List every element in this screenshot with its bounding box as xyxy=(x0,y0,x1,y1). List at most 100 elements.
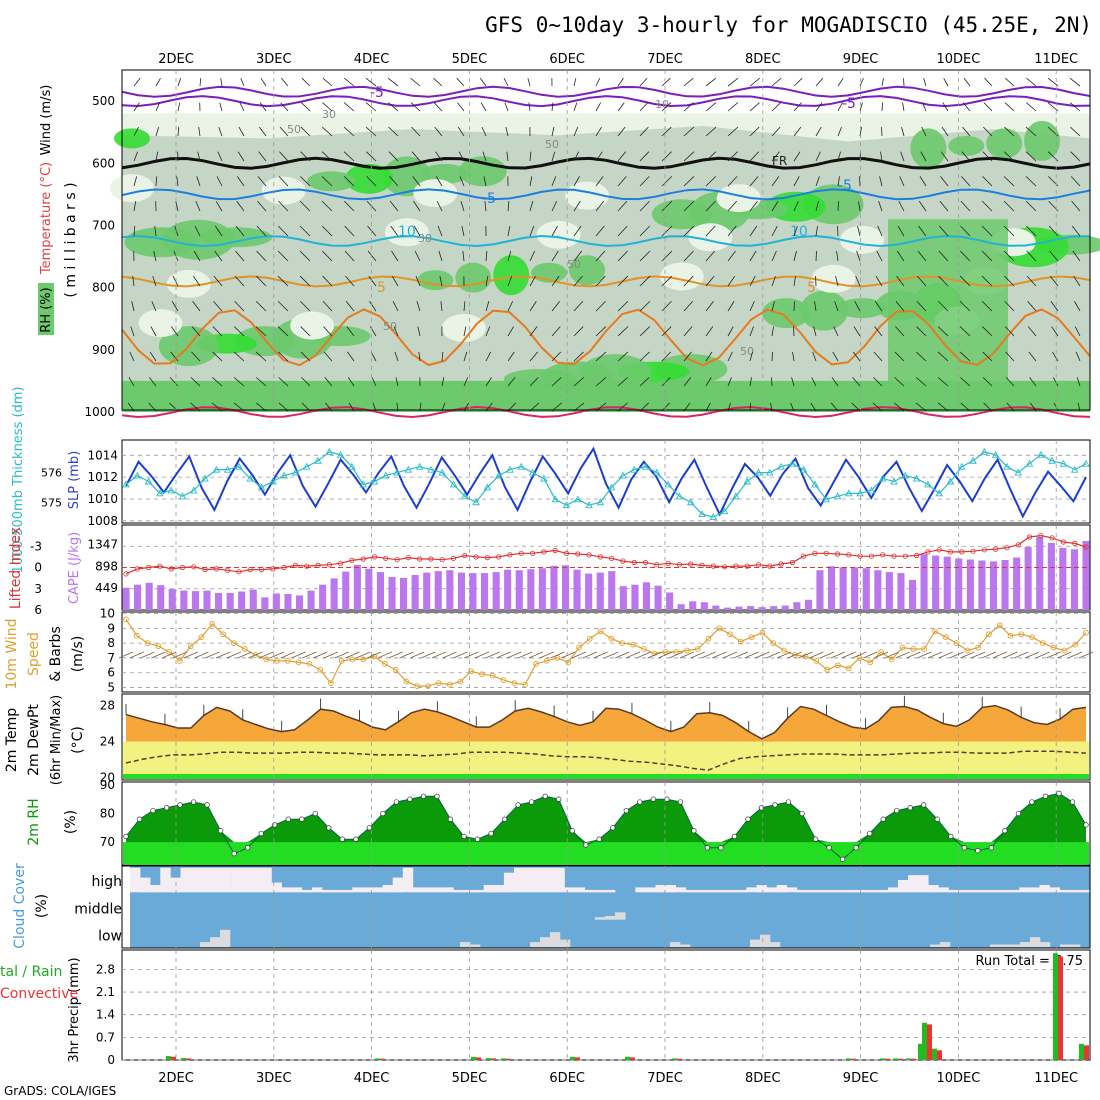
wind-barb xyxy=(727,176,738,187)
wind-barb xyxy=(854,301,861,312)
wind-barb-surface xyxy=(636,651,651,659)
wind-barb xyxy=(683,102,694,112)
rh-dry-patch xyxy=(688,223,733,252)
wind-barb xyxy=(438,250,443,262)
wind-barb xyxy=(391,275,399,287)
wind-barb xyxy=(915,377,927,387)
wind-barb xyxy=(527,78,531,87)
temperature-contour xyxy=(121,405,1091,419)
wind-barb-surface xyxy=(259,651,274,659)
wind-barb xyxy=(131,301,135,312)
cape-bar xyxy=(631,584,639,610)
precip-total-bar xyxy=(486,1058,491,1060)
wind-barb xyxy=(573,326,584,337)
precip-total-bar xyxy=(932,1048,937,1060)
wind-barb xyxy=(895,301,905,312)
wind-barb xyxy=(896,250,905,262)
thickness-point xyxy=(133,471,142,479)
wind-barb-surface xyxy=(528,651,544,659)
wind-barb xyxy=(856,250,861,262)
wind-barb xyxy=(837,201,839,212)
wind-barb xyxy=(920,151,927,162)
lifted-index-point xyxy=(552,547,558,554)
precip-convective-bar xyxy=(885,1058,890,1060)
wind-barb-surface xyxy=(873,651,889,659)
wind-barb xyxy=(852,351,861,362)
cape-bar xyxy=(434,571,442,610)
wind-barb xyxy=(959,300,971,312)
wind-barb xyxy=(155,176,158,187)
wind-barb xyxy=(412,176,421,187)
wind-speed-point xyxy=(1040,640,1046,646)
wind-barb xyxy=(171,301,179,312)
cape-bar xyxy=(770,606,778,610)
wind-barb xyxy=(529,326,538,337)
cloud-high-bar xyxy=(544,867,555,893)
lifted-index-tick-label: 3 xyxy=(34,582,42,596)
wind-barb xyxy=(837,77,844,87)
wind-barb xyxy=(639,225,651,237)
wind-barb-surface xyxy=(949,651,964,659)
wind-barb xyxy=(133,151,138,162)
wind-barb xyxy=(551,200,558,212)
rh2m-point xyxy=(1069,799,1076,805)
wind-speed-point xyxy=(640,646,647,652)
wind-barb xyxy=(170,351,179,362)
wind-barb xyxy=(1026,250,1037,262)
thickness-point xyxy=(890,477,898,485)
wind-barb-surface xyxy=(960,651,975,659)
thickness-point xyxy=(856,489,864,497)
thickness-point xyxy=(878,474,887,482)
cloud-low-bar xyxy=(940,942,951,947)
cloud-high-bar xyxy=(1079,889,1091,893)
thickness-point xyxy=(732,492,740,500)
cape-bar xyxy=(330,578,338,610)
wind-barb xyxy=(573,351,584,362)
wind-barb xyxy=(365,126,377,137)
wind-barb xyxy=(705,176,717,187)
cloud-high-bar xyxy=(524,867,535,893)
lifted-index-point xyxy=(168,566,174,572)
wind-barb xyxy=(895,326,905,337)
rh2m-point xyxy=(934,816,940,822)
wind-barb xyxy=(507,377,516,387)
wind-barb xyxy=(214,250,223,262)
cloud-high-bar xyxy=(372,887,383,893)
day-label-top: 9DEC xyxy=(843,52,879,67)
thickness-point xyxy=(1025,459,1034,467)
wind-barb xyxy=(617,102,625,112)
wind-barb xyxy=(961,176,971,187)
wind-barb xyxy=(279,126,289,137)
precip-convective-bar xyxy=(898,1058,903,1060)
wind-barb xyxy=(551,225,558,237)
wind-barb xyxy=(435,151,443,162)
cloud-high-bar xyxy=(968,889,980,893)
lifted-index-point xyxy=(450,555,457,561)
lifted-index-point xyxy=(507,552,513,558)
wind-barb xyxy=(1076,377,1081,387)
cape-bar xyxy=(1013,557,1021,610)
wind-barb xyxy=(256,250,267,262)
wind-barb xyxy=(1052,351,1059,362)
rh2m-point xyxy=(975,848,981,854)
wind-barb xyxy=(280,102,289,112)
wind-speed-point xyxy=(662,649,669,655)
pressure-tick-label: 500 xyxy=(92,94,115,108)
precip-convective-bar xyxy=(476,1057,481,1060)
thickness-point xyxy=(766,468,774,476)
wind-barb-surface xyxy=(366,651,382,659)
wind-barb-surface xyxy=(712,651,727,659)
wind-barb xyxy=(463,301,466,312)
wind-speed-point xyxy=(500,677,507,683)
wind-barb xyxy=(416,301,421,312)
precip-total-bar xyxy=(893,1058,898,1060)
precip-convective-bar xyxy=(1058,956,1063,1060)
wind-barb xyxy=(749,351,753,362)
cloud-high-bar xyxy=(655,885,666,893)
wind-barb xyxy=(388,151,399,162)
wind-speed-point xyxy=(888,656,895,663)
wind-speed-point xyxy=(791,652,798,658)
rh2m-point xyxy=(1056,790,1062,797)
wind-barb xyxy=(439,276,443,287)
wind-barb xyxy=(617,377,629,387)
